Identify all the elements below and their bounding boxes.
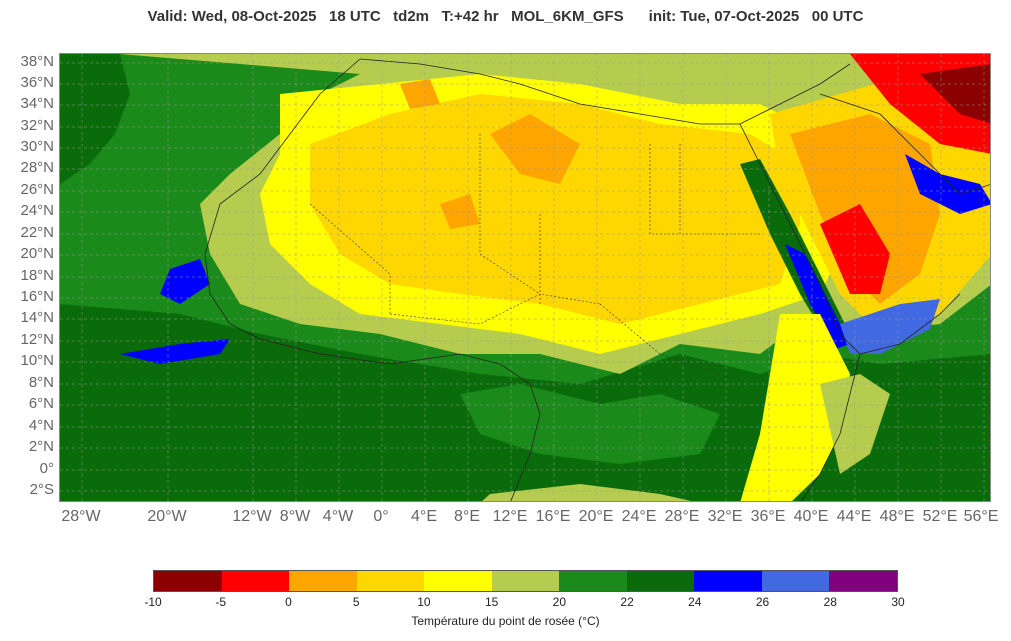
lat-label: 32°N (20, 117, 54, 134)
lat-label: 12°N (20, 331, 54, 348)
lat-label: 10°N (20, 352, 54, 369)
horn-light-green (820, 374, 890, 474)
lon-label: 0° (373, 508, 389, 525)
colorbar-tick-label: -5 (215, 595, 227, 609)
lat-label: 2°S (29, 481, 54, 498)
lat-label: 30°N (20, 138, 54, 155)
lon-label: 56°E (963, 508, 999, 525)
red-sea-blue (785, 244, 850, 349)
sahara-gold (310, 94, 800, 324)
lat-label: 28°N (20, 159, 54, 176)
lon-label: 40°E (793, 508, 829, 525)
lon-label: 4°E (411, 508, 437, 525)
lon-label: 48°E (879, 508, 915, 525)
colorbar-segment (761, 571, 830, 591)
colorbar-segment (289, 571, 357, 591)
lat-label: 14°N (20, 309, 54, 326)
lat-label: 18°N (20, 267, 54, 284)
colorbar-tick-label: 0 (285, 595, 292, 609)
orange-patch-north (400, 79, 440, 109)
lat-label: 16°N (20, 288, 54, 305)
atlantic-dark-green (60, 54, 130, 184)
lat-label: 24°N (20, 202, 54, 219)
colorbar-segment (491, 571, 560, 591)
atlantic-blue-streak (120, 339, 230, 364)
lon-label: 32°E (707, 508, 743, 525)
lat-label: 38°N (20, 53, 54, 70)
colorbar-tick-label: 10 (417, 595, 431, 609)
lat-label: 8°N (28, 374, 54, 391)
lat-label: 34°N (20, 95, 54, 112)
colorbar-segment (221, 571, 290, 591)
lat-label: 2°N (28, 438, 54, 455)
lon-label: 52°E (922, 508, 958, 525)
lon-label: 16°E (535, 508, 571, 525)
lon-label: 20°E (578, 508, 614, 525)
colorbar-segment (424, 571, 492, 591)
map-field (60, 54, 990, 501)
graticule (60, 54, 990, 501)
colorbar-segment (559, 571, 627, 591)
lon-label: 28°E (664, 508, 700, 525)
colorbar-tick-label: 22 (620, 595, 634, 609)
dewpoint-map (59, 53, 991, 502)
gulf-aden-royal (840, 299, 940, 354)
colorbar (153, 570, 898, 592)
lon-label: 8°E (454, 508, 480, 525)
colorbar-caption: Température du point de rosée (°C) (411, 614, 600, 628)
colorbar-tick-label: 26 (755, 595, 770, 609)
coastlines (204, 58, 990, 501)
colorbar-tick-label: 24 (688, 595, 702, 609)
south-light-green (482, 484, 692, 501)
lat-label: 0° (39, 460, 54, 477)
lon-label: 36°E (750, 508, 786, 525)
orange-patch-algeria (440, 194, 480, 229)
lon-label: 44°E (836, 508, 872, 525)
atlantic-blue-patch (160, 259, 210, 304)
lat-label: 20°N (20, 245, 54, 262)
colorbar-tick-label: 30 (891, 595, 905, 609)
colorbar-segment (626, 571, 695, 591)
orange-patch-libya (490, 114, 580, 184)
colorbar-segment (154, 571, 222, 591)
colorbar-segment (694, 571, 762, 591)
lon-label: 12°W (232, 508, 272, 525)
lon-label: 28°W (61, 508, 101, 525)
colorbar-segment (829, 571, 898, 591)
lat-label: 22°N (20, 224, 54, 241)
lat-label: 6°N (28, 395, 54, 412)
congo-green (460, 384, 720, 464)
colorbar-segment (356, 571, 425, 591)
colorbar-tick-label: 20 (552, 595, 567, 609)
lat-label: 4°N (28, 417, 54, 434)
lon-label: 12°E (492, 508, 528, 525)
colorbar-tick-label: -10 (144, 595, 162, 609)
colorbar-tick-label: 5 (352, 595, 360, 609)
iran-dark-red (920, 64, 990, 124)
colorbar-tick-label: 15 (484, 595, 499, 609)
country-borders (309, 134, 760, 375)
lon-label: 4°W (322, 508, 354, 525)
lon-label: 20°W (147, 508, 187, 525)
lon-label: 8°W (279, 508, 311, 525)
map-title: Valid: Wed, 08-Oct-2025 18 UTC td2m T:+4… (147, 8, 864, 25)
lon-label: 24°E (621, 508, 657, 525)
lat-label: 36°N (20, 74, 54, 91)
lat-label: 26°N (20, 181, 54, 198)
colorbar-tick-label: 28 (823, 595, 837, 609)
ethiopia-yellow (740, 314, 850, 501)
arabia-orange (790, 114, 940, 304)
